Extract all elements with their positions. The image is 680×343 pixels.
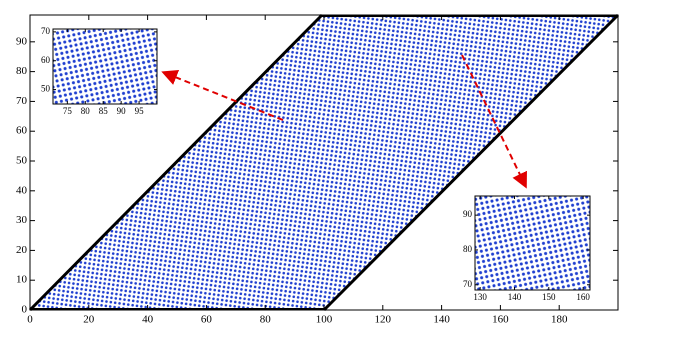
y-tick-label: 60 bbox=[41, 55, 51, 65]
particle-domain bbox=[30, 15, 618, 310]
x-tick-label: 120 bbox=[375, 314, 392, 326]
x-tick-label: 20 bbox=[83, 314, 95, 326]
axes-frame bbox=[474, 195, 591, 291]
x-tick-label: 130 bbox=[473, 292, 487, 302]
x-tick-label: 160 bbox=[576, 292, 590, 302]
y-tick-label: 40 bbox=[16, 184, 28, 196]
y-tick-label: 30 bbox=[16, 214, 28, 226]
inset-plot: 75 80 85 90 95 50 60 70 bbox=[41, 26, 158, 116]
y-tick-label: 50 bbox=[41, 84, 51, 94]
x-tick-label: 85 bbox=[99, 106, 109, 116]
x-tick-label: 140 bbox=[508, 292, 522, 302]
x-tick-label: 80 bbox=[260, 314, 272, 326]
x-tick-label: 95 bbox=[135, 106, 145, 116]
main-plot: 0 20 40 60 80 100 120 140 160 180 0 10 20 30 40 50 60 70 8… bbox=[16, 13, 620, 326]
inset-plot: 130 140 150 160 70 80 90 bbox=[463, 195, 591, 302]
y-tick-label: 60 bbox=[16, 125, 28, 137]
y-tick-label: 70 bbox=[463, 279, 473, 289]
x-tick-label: 75 bbox=[63, 106, 73, 116]
particle-field bbox=[53, 29, 157, 104]
x-tick-label: 40 bbox=[142, 314, 154, 326]
domain-edge bbox=[322, 13, 620, 312]
domain-edge bbox=[28, 13, 324, 312]
zoom-arrow bbox=[161, 70, 284, 121]
y-tick-label: 0 bbox=[22, 304, 28, 316]
y-tick-label: 80 bbox=[463, 244, 473, 254]
x-tick-label: 0 bbox=[27, 314, 33, 326]
x-tick-label: 160 bbox=[492, 314, 509, 326]
y-tick-label: 70 bbox=[41, 26, 51, 36]
y-tick-label: 10 bbox=[16, 274, 28, 286]
x-tick-label: 100 bbox=[316, 314, 333, 326]
particle-field bbox=[475, 196, 590, 290]
y-tick-label: 90 bbox=[16, 35, 28, 47]
x-tick-label: 150 bbox=[542, 292, 556, 302]
y-tick-label: 90 bbox=[463, 209, 473, 219]
y-tick-label: 80 bbox=[16, 65, 28, 77]
x-tick-label: 60 bbox=[201, 314, 213, 326]
x-tick-label: 140 bbox=[433, 314, 450, 326]
y-tick-label: 20 bbox=[16, 244, 28, 256]
x-tick-label: 90 bbox=[117, 106, 127, 116]
y-tick-label: 70 bbox=[16, 95, 28, 107]
axes-frame bbox=[52, 28, 158, 105]
x-tick-label: 80 bbox=[81, 106, 91, 116]
y-tick-label: 50 bbox=[16, 155, 28, 167]
zoom-arrow bbox=[461, 54, 527, 189]
x-tick-label: 180 bbox=[551, 314, 568, 326]
